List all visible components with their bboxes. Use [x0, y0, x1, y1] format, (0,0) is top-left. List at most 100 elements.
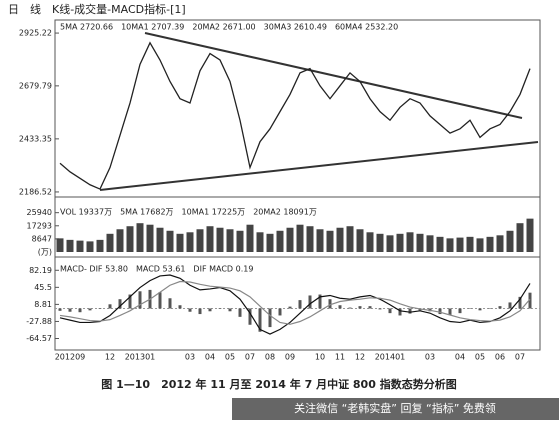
bar	[316, 229, 324, 252]
indicator-reading: MACD- DIF 53.80	[60, 265, 128, 274]
bar	[506, 230, 514, 252]
y-tick-label: 82.19	[29, 266, 52, 275]
indicator-reading: 5MA 2720.66	[60, 23, 113, 32]
bar	[146, 224, 154, 252]
bar	[138, 291, 142, 309]
bar	[408, 308, 412, 314]
bar	[296, 224, 304, 252]
y-tick-label: -27.88	[26, 317, 52, 326]
bar	[458, 308, 462, 314]
bar	[98, 308, 102, 309]
bar	[88, 308, 92, 311]
bar	[406, 232, 414, 252]
x-tick-label: 11	[335, 353, 345, 362]
x-tick-label: 201401	[375, 353, 406, 362]
bar	[328, 299, 332, 309]
bar	[518, 296, 522, 309]
y-tick-label: 25940	[27, 208, 52, 217]
bar	[58, 308, 62, 311]
bar	[238, 308, 242, 317]
bar	[326, 230, 334, 252]
bar	[186, 232, 194, 252]
x-tick-label: 08	[265, 353, 275, 362]
indicator-reading: 30MA3 2610.49	[264, 23, 327, 32]
indicator-reading: 60MA4 2532.20	[335, 23, 398, 32]
x-tick-label: 201209	[55, 353, 86, 362]
bar	[358, 306, 362, 309]
bar	[198, 308, 202, 315]
bar	[286, 227, 294, 252]
bar	[96, 239, 104, 252]
bar	[108, 304, 112, 309]
y-tick-label: 2433.35	[19, 134, 52, 143]
bar	[248, 308, 252, 325]
bar	[398, 308, 402, 316]
bar	[276, 230, 284, 252]
indicator-reading: VOL 19337万	[60, 208, 112, 217]
bar	[486, 236, 494, 252]
x-tick-label: 12	[105, 353, 115, 362]
bar	[456, 237, 464, 252]
indicator-reading: 10MA1 17225万	[182, 208, 246, 217]
header: 日 线 K线-成交量-MACD指标-[1]	[8, 2, 186, 16]
bar	[278, 308, 282, 316]
bar	[516, 223, 524, 252]
bar	[488, 308, 492, 309]
bar	[176, 233, 184, 252]
y-tick-label: -64.57	[26, 334, 52, 343]
bar	[448, 308, 452, 315]
bar	[78, 308, 82, 313]
bar	[306, 226, 314, 252]
bar	[56, 238, 64, 252]
bar	[236, 230, 244, 252]
bar	[438, 308, 442, 315]
bar	[136, 223, 144, 252]
bar	[266, 233, 274, 252]
bar	[426, 235, 434, 252]
bar	[508, 302, 512, 309]
bar	[338, 305, 342, 309]
data-line	[59, 274, 531, 335]
indicator-reading: 5MA 17682万	[120, 208, 173, 217]
trend-line	[144, 32, 523, 119]
bar	[446, 238, 454, 252]
bar	[168, 298, 172, 309]
bar	[478, 308, 482, 311]
bar	[366, 232, 374, 252]
bar	[216, 227, 224, 252]
bar	[256, 232, 264, 252]
y-tick-label: 17293	[27, 221, 52, 230]
bar	[436, 236, 444, 252]
bar	[388, 308, 392, 314]
bar	[68, 308, 72, 312]
x-tick-label: 05	[475, 353, 485, 362]
unit-label: (万)	[38, 248, 52, 257]
x-tick-label: 07	[515, 353, 525, 362]
x-tick-label: 06	[495, 353, 505, 362]
data-line	[59, 41, 531, 190]
bar	[348, 307, 352, 309]
bar	[128, 294, 132, 309]
bar	[378, 308, 382, 310]
caption: 图 1—10 2012 年 11 月至 2014 年 7 月中证 800 指数态…	[101, 377, 456, 391]
y-tick-label: 8647	[32, 234, 52, 243]
bar	[346, 226, 354, 252]
x-tick-label: 10	[315, 353, 325, 362]
bar	[526, 218, 534, 252]
bar	[298, 300, 302, 309]
y-tick-label: 2925.22	[19, 29, 52, 38]
bar	[268, 308, 272, 328]
indicator-reading: 10MA1 2707.39	[121, 23, 184, 32]
bar	[126, 226, 134, 252]
bar	[246, 224, 254, 252]
trend-line	[99, 141, 539, 191]
bar	[258, 308, 262, 332]
x-tick-label: 05	[225, 353, 235, 362]
bar	[416, 233, 424, 252]
bar	[218, 308, 222, 309]
bar	[116, 229, 124, 252]
frame	[54, 19, 541, 351]
bar	[308, 295, 312, 309]
bar	[288, 306, 292, 309]
indicator-reading: DIF MACD 0.19	[193, 265, 253, 274]
